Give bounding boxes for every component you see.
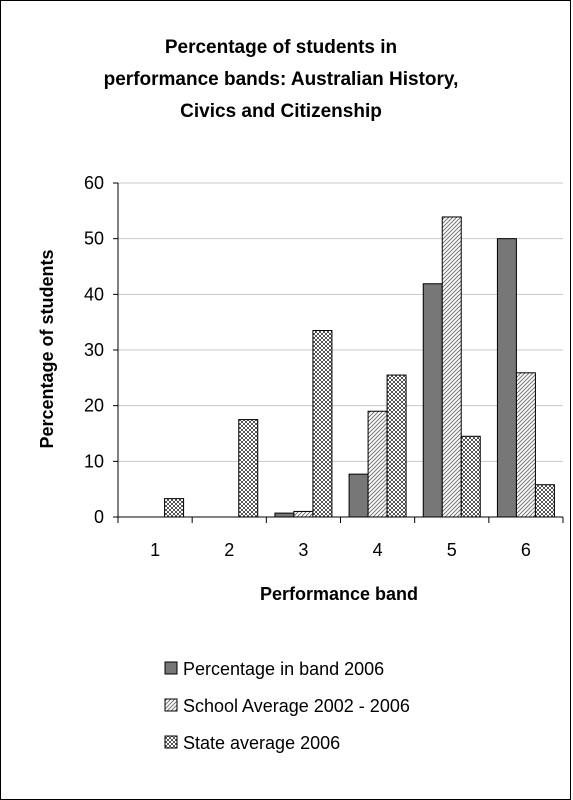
bar-2-3 xyxy=(293,510,314,518)
legend-label: Percentage in band 2006 xyxy=(183,659,384,679)
y-tick-label: 50 xyxy=(84,229,104,249)
x-tick-label: 4 xyxy=(373,540,383,560)
y-tick-label: 40 xyxy=(84,284,104,304)
y-tick-label: 30 xyxy=(84,340,104,360)
chart-title: Percentage of students in performance ba… xyxy=(104,37,459,122)
bar-1-5 xyxy=(422,283,443,518)
bar-2-6 xyxy=(515,372,536,518)
x-tick-label: 1 xyxy=(150,540,160,560)
chart-title-line-3: Civics and Citizenship xyxy=(180,101,382,122)
bar-3-1 xyxy=(164,498,185,518)
chart-title-line-1: Percentage of students in xyxy=(165,37,397,58)
bar-3-4 xyxy=(386,374,407,518)
chart-title-line-2: performance bands: Australian History, xyxy=(104,69,459,90)
legend-swatch xyxy=(164,735,178,749)
x-tick-label: 6 xyxy=(521,540,531,560)
y-tick-label: 60 xyxy=(84,173,104,193)
x-tick-label: 3 xyxy=(298,540,308,560)
bar-1-4 xyxy=(348,473,369,518)
bar-3-3 xyxy=(312,330,333,518)
x-tick-label: 2 xyxy=(224,540,234,560)
bar-1-6 xyxy=(496,238,517,518)
legend-swatch xyxy=(164,698,178,712)
bar-3-2 xyxy=(238,419,259,518)
legend: Percentage in band 2006 School Average 20… xyxy=(164,659,410,753)
bar-3-5 xyxy=(460,435,481,518)
bar-2-5 xyxy=(441,216,462,518)
x-axis-title: Performance band xyxy=(260,584,418,604)
legend-label: State average 2006 xyxy=(183,733,340,753)
y-tick-label: 0 xyxy=(94,507,104,527)
y-tick-label: 10 xyxy=(84,451,104,471)
x-tick-label: 5 xyxy=(447,540,457,560)
bar-1-3 xyxy=(274,512,295,518)
chart-canvas: Percentage of students in performance ba… xyxy=(37,37,564,753)
legend-label: School Average 2002 - 2006 xyxy=(183,696,410,716)
legend-swatch xyxy=(164,661,178,675)
bar-2-4 xyxy=(367,410,388,518)
bar-3-6 xyxy=(534,484,555,518)
plot-area: 0 10 20 30 40 50 60 1 2 3 4 5 6 xyxy=(84,173,564,560)
y-tick-label: 20 xyxy=(84,396,104,416)
y-axis-title: Percentage of students xyxy=(37,249,57,448)
